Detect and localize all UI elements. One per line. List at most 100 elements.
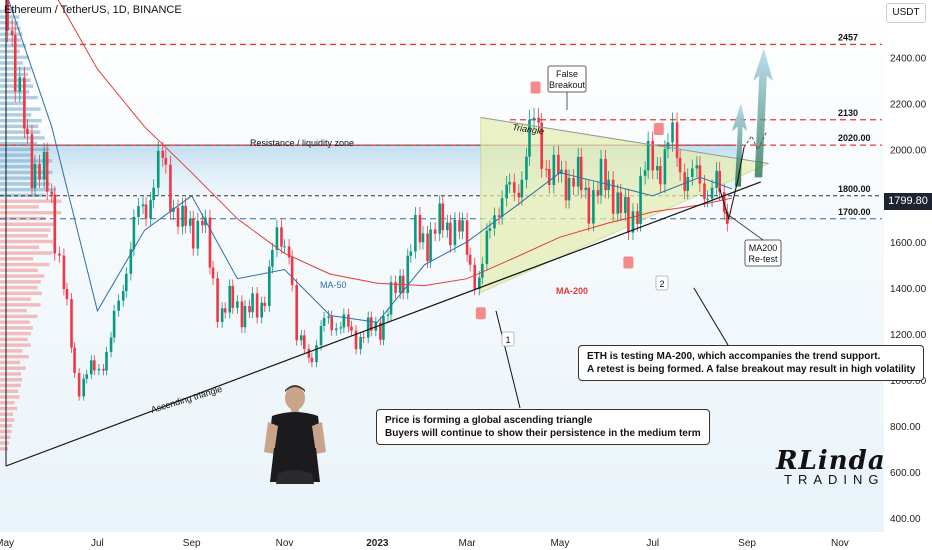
candle-body xyxy=(347,314,350,327)
candle-body xyxy=(223,308,227,313)
candle-body xyxy=(271,249,274,267)
candle-body xyxy=(359,337,362,350)
currency-unit-button[interactable]: USDT xyxy=(886,3,926,23)
candle-body xyxy=(268,266,271,306)
y-tick-label: 2400.00 xyxy=(890,54,927,65)
volume-bar xyxy=(0,257,34,261)
candle-body xyxy=(389,282,393,315)
volume-bar xyxy=(0,406,18,411)
candle-body xyxy=(82,378,85,397)
candle-body xyxy=(698,165,702,184)
candle-body xyxy=(579,156,583,191)
candle-body xyxy=(196,220,200,249)
y-tick-label: 800.00 xyxy=(890,422,921,433)
callout-ascending-triangle: Price is forming a global ascending tria… xyxy=(376,409,710,445)
candle-body xyxy=(458,220,461,232)
candle-body xyxy=(362,337,365,339)
candle-body xyxy=(240,301,244,328)
candle-body xyxy=(220,308,224,322)
candle-body xyxy=(89,360,93,375)
candle-body xyxy=(334,328,338,331)
volume-bar xyxy=(0,349,23,353)
callout-line: A retest is being formed. A false breako… xyxy=(587,364,916,375)
volume-bar xyxy=(0,251,53,255)
ma50-label: MA-50 xyxy=(320,280,347,290)
volume-bar xyxy=(0,331,32,336)
candle-body xyxy=(129,249,133,274)
callout-line: Buyers will continue to show their persi… xyxy=(385,428,701,439)
candle-body xyxy=(164,157,168,165)
candle-body xyxy=(512,182,516,193)
retest-label: Re-test xyxy=(748,254,778,264)
volume-bar xyxy=(0,164,41,169)
volume-bar xyxy=(0,326,34,330)
candle-body xyxy=(646,140,650,171)
volume-bar xyxy=(0,320,30,324)
candle-body xyxy=(97,368,101,371)
candle-body xyxy=(678,157,682,173)
volume-bar xyxy=(0,205,39,209)
logo-subtitle: TRADING xyxy=(784,472,885,487)
x-tick-label: Sep xyxy=(738,538,756,549)
candle-body xyxy=(184,205,187,226)
candle-body xyxy=(544,168,548,170)
candle-body xyxy=(132,216,136,250)
candle-body xyxy=(485,230,489,265)
candle-body xyxy=(418,214,422,243)
x-tick-label: 2023 xyxy=(366,538,389,549)
ascending-support-line xyxy=(5,181,761,467)
candle-body xyxy=(280,227,283,247)
candle-body xyxy=(38,163,41,180)
y-tick-label: 600.00 xyxy=(890,468,921,479)
volume-bar xyxy=(0,285,38,290)
volume-bar xyxy=(0,199,62,203)
volume-bar xyxy=(0,188,57,192)
volume-bar xyxy=(0,372,22,376)
candle-body xyxy=(703,183,706,200)
volume-bar xyxy=(0,15,20,19)
candle-body xyxy=(557,154,560,174)
volume-bar xyxy=(0,44,27,48)
candle-body xyxy=(517,192,521,198)
candle-body xyxy=(683,172,686,191)
candle-body xyxy=(124,273,128,292)
volume-bar xyxy=(0,222,56,226)
volume-bar xyxy=(0,343,31,347)
candle-body xyxy=(604,158,607,191)
volume-bar xyxy=(0,147,50,152)
candle-body xyxy=(310,357,314,363)
volume-bar xyxy=(0,159,53,163)
volume-bar xyxy=(0,84,34,88)
candle-body xyxy=(532,117,536,120)
callout-pointer xyxy=(693,287,729,346)
wave-point-box xyxy=(501,331,515,347)
y-tick-label: 2000.00 xyxy=(890,146,927,157)
candle-body xyxy=(584,187,588,191)
volume-bar xyxy=(0,38,21,42)
candle-body xyxy=(552,154,556,186)
candle-body xyxy=(500,198,504,217)
candle-body xyxy=(354,330,358,350)
candle-body xyxy=(441,203,445,231)
false-breakout-label: False xyxy=(556,69,578,79)
candle-body xyxy=(85,374,89,379)
candle-body xyxy=(30,134,34,189)
candle-body xyxy=(50,191,54,195)
level-label: 2130 xyxy=(838,108,858,118)
candle-body xyxy=(710,187,714,199)
candle-body xyxy=(567,178,571,201)
ma200-line xyxy=(57,0,732,287)
volume-bar xyxy=(0,435,11,439)
volume-bar xyxy=(0,441,9,445)
candle-body xyxy=(631,211,635,233)
level-label: 2020.00 xyxy=(838,133,871,143)
candle-body xyxy=(599,158,603,196)
candle-body xyxy=(172,207,175,212)
candle-body xyxy=(105,351,108,371)
candle-body xyxy=(141,204,145,207)
candle-body xyxy=(616,192,620,214)
candle-body xyxy=(102,368,105,371)
candle-body xyxy=(528,119,531,157)
candle-body xyxy=(62,255,66,290)
candle-body xyxy=(263,302,267,306)
